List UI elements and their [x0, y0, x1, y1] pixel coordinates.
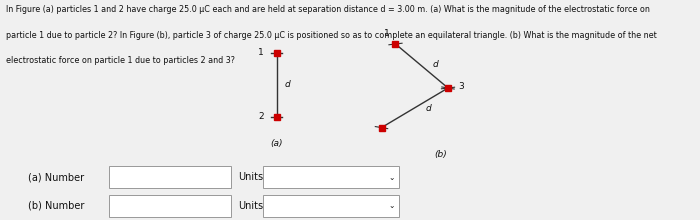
Text: (a) Number: (a) Number: [28, 172, 84, 182]
Text: (b) Number: (b) Number: [28, 201, 85, 211]
Text: electrostatic force on particle 1 due to particles 2 and 3?: electrostatic force on particle 1 due to…: [6, 56, 234, 65]
Text: Units: Units: [238, 172, 263, 182]
FancyBboxPatch shape: [262, 166, 399, 188]
Text: 3: 3: [458, 82, 464, 91]
Text: 1: 1: [384, 29, 390, 38]
Text: 1: 1: [258, 48, 264, 57]
Text: Units: Units: [238, 201, 263, 211]
Text: In Figure (a) particles 1 and 2 have charge 25.0 μC each and are held at separat: In Figure (a) particles 1 and 2 have cha…: [6, 6, 650, 15]
Text: (b): (b): [435, 150, 447, 159]
Text: ⌄: ⌄: [389, 173, 396, 182]
Text: 2: 2: [258, 112, 264, 121]
Text: d: d: [426, 104, 431, 113]
FancyBboxPatch shape: [108, 166, 231, 188]
FancyBboxPatch shape: [262, 195, 399, 217]
FancyBboxPatch shape: [108, 195, 231, 217]
Text: d: d: [433, 61, 438, 69]
Text: particle 1 due to particle 2? In Figure (b), particle 3 of charge 25.0 μC is pos: particle 1 due to particle 2? In Figure …: [6, 31, 657, 40]
Text: ⌄: ⌄: [389, 201, 396, 210]
Text: (a): (a): [270, 139, 283, 148]
Text: d: d: [285, 80, 290, 89]
